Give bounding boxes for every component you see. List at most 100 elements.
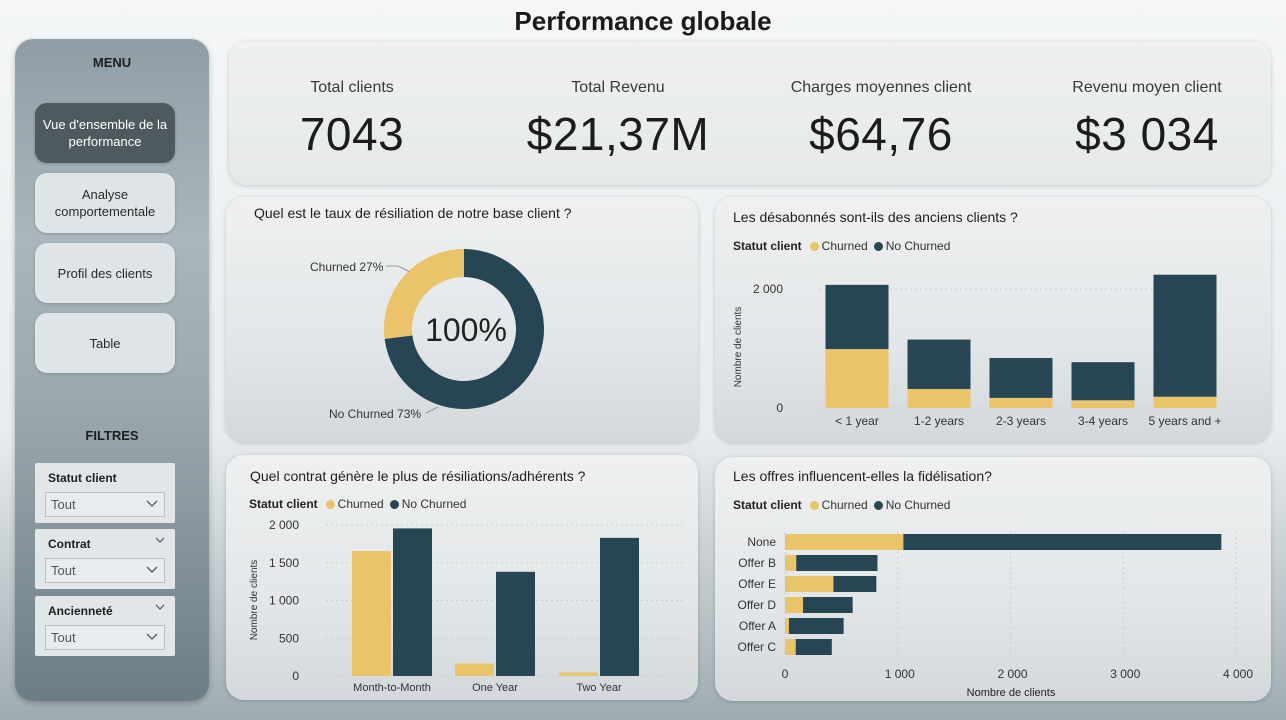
donut-card: Quel est le taux de résiliation de notre…	[226, 197, 698, 442]
legend-label: Churned	[821, 498, 868, 512]
y-tick-label: 500	[279, 631, 299, 645]
bar-churned	[785, 534, 904, 550]
contrat-select[interactable]: Tout	[45, 558, 165, 583]
x-tick-label: 3-4 years	[1078, 414, 1128, 428]
y-tick-label: Offer B	[738, 556, 776, 570]
bar-churned	[1153, 396, 1217, 408]
y-tick-label: Offer C	[738, 640, 777, 654]
bar-no-churned	[795, 639, 832, 655]
nav-button-analyse-comportementale[interactable]: Analyse comportementale	[35, 173, 175, 233]
chevron-down-icon[interactable]	[155, 602, 165, 612]
tenure-bar-chart: Nombre de clients 0 2 000 < 1 year 1-2 years…	[733, 274, 1222, 428]
menu-title: MENU	[92, 55, 132, 70]
bar-churned	[989, 397, 1053, 408]
legend-dot	[809, 500, 819, 510]
kpi-value: $3 034	[1075, 108, 1219, 160]
chevron-down-icon[interactable]	[155, 535, 165, 545]
y-tick-label: 0	[292, 669, 299, 683]
kpi-label: Revenu moyen client	[1072, 79, 1222, 96]
kpi-value: 7043	[299, 108, 405, 160]
legend-dot	[325, 499, 335, 509]
bar-no-churned	[1071, 362, 1135, 401]
y-tick-label: 2 000	[753, 282, 783, 296]
nav-button-profil-clients[interactable]: Profil des clients	[35, 243, 175, 303]
legend-title: Statut client	[733, 498, 802, 512]
y-tick-label: 1 500	[269, 556, 299, 570]
x-tick-label: 1 000	[885, 667, 915, 681]
x-tick-label: 4 000	[1223, 667, 1253, 681]
donut-slice-churned	[383, 249, 464, 340]
bar-churned	[785, 639, 796, 655]
bar-no-churned	[1153, 274, 1217, 397]
select-value: Tout	[51, 497, 76, 512]
legend-title: Statut client	[733, 239, 802, 253]
kpi-card: Total clients 7043 Total Revenu $21,37M …	[229, 41, 1271, 185]
bar-churned	[455, 663, 494, 676]
legend-label: Churned	[337, 497, 384, 511]
bar-no-churned	[496, 571, 535, 676]
x-tick-label: 1-2 years	[914, 414, 964, 428]
tenure-chart-card: Les désabonnés sont-ils des anciens clie…	[715, 197, 1271, 442]
filter-anciennete: Ancienneté Tout	[35, 596, 175, 656]
x-tick-label: One Year	[472, 682, 518, 694]
donut-label-no-churned: No Churned 73%	[329, 407, 421, 421]
donut-slice-no-churned	[384, 249, 544, 409]
bar-churned	[785, 597, 804, 613]
nav-button-vue-ensemble[interactable]: Vue d'ensemble de la performance	[35, 103, 175, 163]
legend-dot	[389, 499, 399, 509]
chevron-down-icon	[146, 633, 158, 640]
bar-no-churned	[903, 534, 1222, 550]
bar-churned	[907, 388, 971, 408]
nav-button-table[interactable]: Table	[35, 313, 175, 373]
chevron-down-icon	[146, 566, 158, 573]
statut-client-select[interactable]: Tout	[45, 492, 165, 517]
kpi-label: Charges moyennes client	[790, 79, 972, 96]
bar-no-churned	[989, 358, 1053, 398]
legend-item-no-churned[interactable]: No Churned	[389, 497, 466, 511]
x-tick-label: Two Year	[576, 682, 622, 694]
filter-label: Ancienneté	[48, 604, 113, 618]
donut-center-label: 100%	[425, 312, 507, 348]
bar-no-churned	[393, 528, 432, 676]
legend-item-no-churned[interactable]: No Churned	[873, 498, 951, 512]
bar-churned	[785, 576, 834, 592]
legend-item-churned[interactable]: Churned	[809, 239, 868, 253]
y-axis-label: Nombre de clients	[249, 560, 260, 641]
bar-no-churned	[833, 576, 877, 592]
filter-contrat: Contrat Tout	[35, 529, 175, 589]
bar-churned	[559, 672, 598, 676]
bar-churned	[825, 349, 889, 408]
bar-no-churned	[803, 597, 853, 613]
kpi-value: $64,76	[809, 108, 953, 160]
kpi-total-revenu: Total Revenu $21,37M	[488, 41, 748, 161]
y-tick-label: 0	[776, 401, 783, 415]
legend-title: Statut client	[249, 497, 318, 511]
legend-dot	[873, 241, 883, 251]
y-tick-label: None	[747, 535, 776, 549]
legend-dot	[873, 500, 883, 510]
filters-title: FILTRES	[85, 428, 139, 443]
anciennete-select[interactable]: Tout	[45, 625, 165, 650]
offer-chart-card: Les offres influencent-elles la fidélisa…	[715, 457, 1271, 701]
kpi-revenu-moyen: Revenu moyen client $3 034	[1017, 41, 1277, 161]
nav-button-label: Vue d'ensemble de la performance	[42, 117, 168, 149]
legend-label: No Churned	[885, 498, 951, 512]
legend-item-churned[interactable]: Churned	[325, 497, 384, 511]
bar-no-churned	[825, 284, 889, 350]
legend-item-churned[interactable]: Churned	[809, 498, 868, 512]
nav-button-label: Profil des clients	[57, 265, 153, 281]
kpi-total-clients: Total clients 7043	[222, 41, 482, 161]
x-tick-label: Month-to-Month	[353, 682, 431, 694]
legend-item-no-churned[interactable]: No Churned	[873, 239, 950, 253]
sidebar: MENU Vue d'ensemble de la performance An…	[15, 39, 209, 701]
bar-churned	[352, 551, 391, 676]
filter-statut-client: Statut client Tout	[35, 463, 175, 523]
legend-dot	[809, 241, 819, 251]
kpi-label: Total Revenu	[571, 79, 665, 96]
contract-chart-card: Quel contrat génère le plus de résiliati…	[226, 455, 698, 700]
y-tick-label: 1 000	[269, 594, 299, 608]
y-axis-label: Nombre de clients	[733, 307, 744, 388]
y-tick-label: Offer D	[738, 598, 777, 612]
y-tick-label: Offer E	[738, 577, 776, 591]
offer-bar-chart: 0 1 000 2 000 3 000 4 000 Nombre de clients No…	[738, 532, 1253, 699]
